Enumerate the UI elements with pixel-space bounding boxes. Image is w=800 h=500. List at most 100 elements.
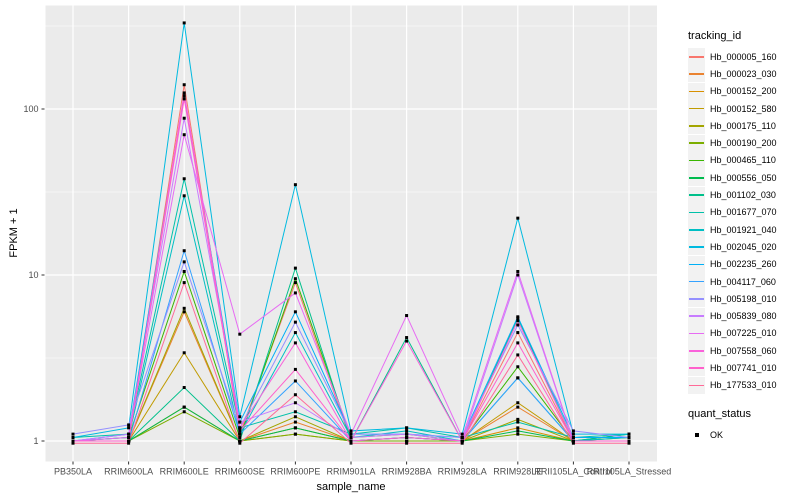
x-tick-label: RRIM901LA bbox=[326, 467, 375, 477]
legend-item-series: Hb_004117_060 bbox=[688, 273, 800, 290]
data-point bbox=[349, 441, 353, 445]
legend-item-series: Hb_000005_160 bbox=[688, 48, 800, 66]
legend-item-series: Hb_002045_020 bbox=[688, 238, 800, 256]
data-point bbox=[182, 133, 186, 137]
data-point bbox=[182, 405, 186, 409]
legend-item-series: Hb_007225_010 bbox=[688, 324, 800, 342]
data-point bbox=[627, 439, 631, 443]
y-axis-title: FPKM + 1 bbox=[8, 208, 20, 258]
series-color-key-icon bbox=[688, 255, 705, 273]
legend-items-tracking-id: Hb_000005_160 Hb_000023_030 Hb_000152_200 H… bbox=[688, 48, 800, 394]
data-point bbox=[127, 432, 131, 436]
series-color-key-icon bbox=[688, 324, 705, 342]
series-color-key-icon bbox=[688, 273, 705, 290]
series-color-key-icon bbox=[688, 117, 705, 135]
legend-label-series: Hb_000175_110 bbox=[710, 120, 776, 131]
x-tick-label: RRIM600PE bbox=[270, 467, 320, 477]
data-point bbox=[405, 426, 409, 430]
data-point bbox=[516, 365, 520, 369]
legend-item-series: Hb_005839_080 bbox=[688, 307, 800, 325]
y-tick-label: 10 bbox=[28, 270, 38, 280]
legend-item-series: Hb_000023_030 bbox=[688, 65, 800, 83]
data-point bbox=[460, 439, 464, 443]
x-tick-label: RRII105LA_Control bbox=[534, 467, 612, 477]
data-point bbox=[349, 435, 353, 439]
legend-label-series: Hb_000023_030 bbox=[710, 68, 777, 79]
x-axis-title: sample_name bbox=[316, 481, 386, 493]
legend-label-series: Hb_002235_260 bbox=[710, 259, 777, 270]
data-point bbox=[571, 429, 575, 433]
data-point bbox=[516, 420, 520, 424]
data-point bbox=[516, 417, 520, 421]
legend-item-series: Hb_001677_070 bbox=[688, 203, 800, 221]
data-point bbox=[405, 432, 409, 436]
data-point bbox=[182, 281, 186, 285]
legend-label-series: Hb_001102_030 bbox=[710, 190, 776, 201]
data-point bbox=[238, 426, 242, 430]
legend-label-series: Hb_004117_060 bbox=[710, 276, 776, 287]
data-point bbox=[516, 353, 520, 357]
data-point bbox=[405, 336, 409, 340]
data-point bbox=[238, 435, 242, 439]
data-point bbox=[127, 426, 131, 430]
data-point bbox=[293, 415, 297, 419]
data-point bbox=[182, 249, 186, 253]
data-point bbox=[516, 331, 520, 335]
data-point bbox=[182, 177, 186, 181]
data-point bbox=[127, 441, 131, 445]
x-tick-label: RRIM600SE bbox=[215, 467, 265, 477]
data-point bbox=[516, 269, 520, 273]
legend-item-series: Hb_000152_580 bbox=[688, 100, 800, 118]
data-point bbox=[516, 216, 520, 220]
data-point bbox=[516, 376, 520, 380]
data-point bbox=[516, 315, 520, 319]
legend-label-series: Hb_001677_070 bbox=[710, 207, 777, 218]
legend-label-series: Hb_007741_010 bbox=[710, 362, 777, 373]
data-point bbox=[627, 435, 631, 439]
x-tick-label: RRIM928LA bbox=[438, 467, 487, 477]
data-point bbox=[182, 260, 186, 264]
data-point bbox=[182, 194, 186, 198]
legend-item-series: Hb_000556_050 bbox=[688, 169, 800, 187]
data-point bbox=[293, 393, 297, 397]
data-point bbox=[516, 319, 520, 323]
legend-label-series: Hb_000152_200 bbox=[710, 86, 777, 97]
data-point bbox=[182, 83, 186, 87]
x-tick-label: RRIM928BA bbox=[382, 467, 432, 477]
data-point bbox=[293, 291, 297, 295]
data-point bbox=[349, 432, 353, 436]
data-point bbox=[405, 441, 409, 445]
quant-ok-point-icon bbox=[688, 426, 705, 443]
series-color-key-icon bbox=[688, 186, 705, 204]
series-color-key-icon bbox=[688, 290, 705, 308]
data-point bbox=[238, 332, 242, 336]
legend-label-series: Hb_007558_060 bbox=[710, 345, 777, 356]
data-point bbox=[405, 429, 409, 433]
series-color-key-icon bbox=[688, 151, 705, 169]
data-point bbox=[627, 441, 631, 445]
legend-label-series: Hb_007225_010 bbox=[710, 328, 777, 339]
data-point bbox=[349, 439, 353, 443]
data-point bbox=[238, 439, 242, 443]
legend-label-series: Hb_000465_110 bbox=[710, 155, 776, 166]
data-point bbox=[238, 429, 242, 433]
series-color-key-icon bbox=[688, 221, 705, 239]
legend-label-series: Hb_001921_040 bbox=[710, 224, 777, 235]
data-point bbox=[516, 401, 520, 405]
data-point bbox=[460, 432, 464, 436]
series-color-key-icon bbox=[688, 307, 705, 325]
legend-item-series: Hb_007558_060 bbox=[688, 342, 800, 360]
data-point bbox=[516, 341, 520, 345]
data-point bbox=[182, 97, 186, 101]
series-color-key-icon bbox=[688, 238, 705, 256]
data-point bbox=[71, 441, 75, 445]
data-point bbox=[349, 429, 353, 433]
data-point bbox=[460, 435, 464, 439]
legend-item-series: Hb_005198_010 bbox=[688, 290, 800, 308]
data-point bbox=[293, 183, 297, 187]
data-point bbox=[127, 439, 131, 443]
legend-label-series: Hb_005839_080 bbox=[710, 311, 777, 322]
legend-label-series: Hb_002045_020 bbox=[710, 241, 777, 252]
legend-title-tracking-id: tracking_id bbox=[688, 30, 742, 42]
